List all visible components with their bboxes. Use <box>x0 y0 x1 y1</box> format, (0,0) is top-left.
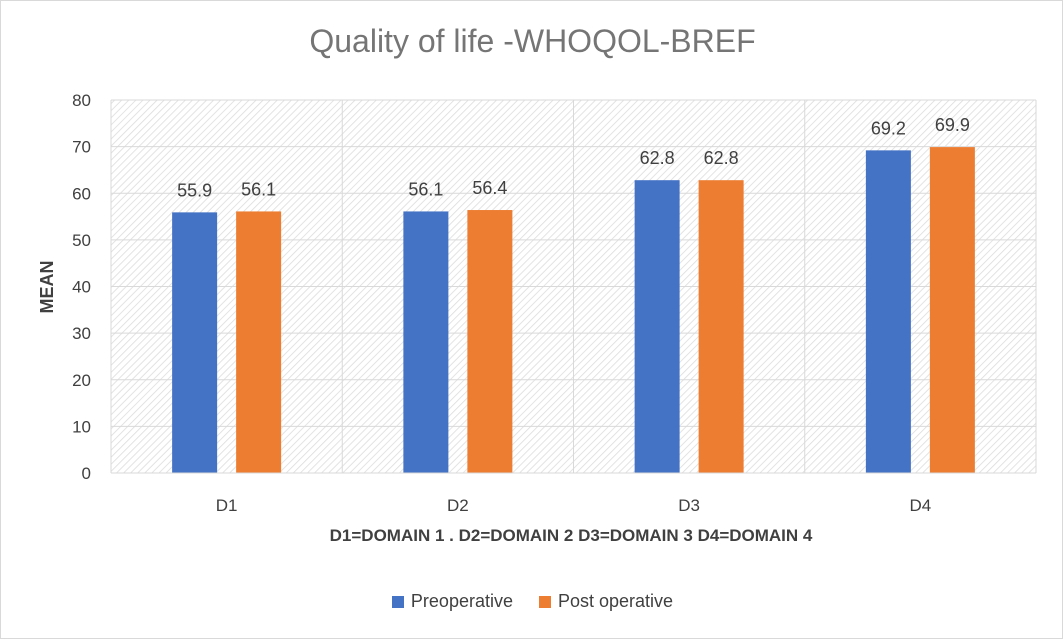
y-tick-label: 0 <box>82 464 91 483</box>
y-tick-label: 70 <box>72 138 91 157</box>
legend-swatch-preoperative <box>391 595 404 608</box>
data-label: 56.1 <box>241 179 276 199</box>
data-label: 69.2 <box>871 118 906 138</box>
bar-preoperative <box>865 150 911 474</box>
y-tick-label: 20 <box>72 371 91 390</box>
x-tick-label: D1 <box>216 496 238 515</box>
y-tick-label: 60 <box>72 184 91 203</box>
bar-post-operative <box>698 180 744 473</box>
y-tick-label: 40 <box>72 278 91 297</box>
bar-post-operative <box>236 211 282 473</box>
data-label: 62.8 <box>640 148 675 168</box>
data-label: 56.4 <box>472 178 507 198</box>
bar-preoperative <box>172 212 218 473</box>
y-tick-label: 30 <box>72 324 91 343</box>
y-tick-label: 80 <box>72 91 91 110</box>
y-tick-label: 50 <box>72 231 91 250</box>
legend-item-post-operative: Post operative <box>538 591 674 612</box>
chart-title: Quality of life -WHOQOL-BREF <box>309 23 756 59</box>
x-tick-label: D4 <box>910 496 932 515</box>
legend-label-preoperative: Preoperative <box>410 591 513 611</box>
bar-preoperative <box>634 180 680 473</box>
legend: Preoperative Post operative <box>1 591 1063 612</box>
legend-swatch-post-operative <box>538 595 551 608</box>
data-label: 69.9 <box>935 115 970 135</box>
bar-post-operative <box>929 147 975 473</box>
y-tick-label: 10 <box>72 417 91 436</box>
legend-label-post-operative: Post operative <box>557 591 674 611</box>
x-axis-label: D1=DOMAIN 1 . D2=DOMAIN 2 D3=DOMAIN 3 D4… <box>329 526 813 545</box>
data-label: 56.1 <box>408 179 443 199</box>
data-label: 55.9 <box>177 180 212 200</box>
x-tick-label: D3 <box>678 496 700 515</box>
legend-item-preoperative: Preoperative <box>391 591 513 612</box>
bar-post-operative <box>467 210 513 473</box>
data-label: 62.8 <box>704 148 739 168</box>
y-axis-label: MEAN <box>37 261 57 314</box>
x-tick-label: D2 <box>447 496 469 515</box>
bar-preoperative <box>403 211 449 473</box>
